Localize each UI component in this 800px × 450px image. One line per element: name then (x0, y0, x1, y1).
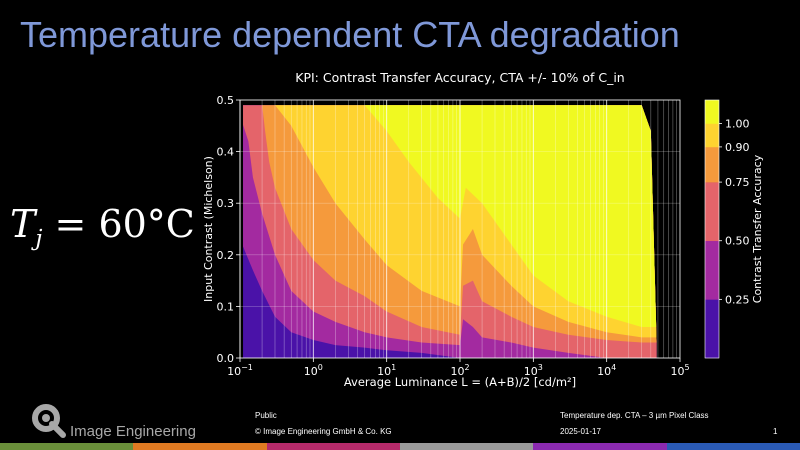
footer-copyright: © Image Engineering GmbH & Co. KG (255, 427, 392, 436)
colorbar-frame (704, 99, 720, 359)
contour-band-5 (364, 105, 657, 328)
formula-value: = 60°C (54, 202, 195, 246)
y-tick-label: 0.2 (217, 249, 235, 262)
footer-classification: Public (255, 411, 277, 420)
slide-title: Temperature dependent CTA degradation (20, 14, 680, 55)
colorbar-segment (705, 240, 719, 300)
colorbar-tick-label: 0.25 (725, 293, 750, 306)
colorbar-tick-label: 0.90 (725, 141, 750, 154)
x-tick-label: 104 (597, 363, 616, 378)
x-tick-label: 101 (377, 363, 396, 378)
footer-stripe (400, 443, 534, 450)
footer-stripe (0, 443, 134, 450)
colorbar-tick-label: 1.00 (725, 117, 750, 130)
x-tick-label: 102 (450, 363, 469, 378)
x-tick-label: 10−1 (227, 363, 253, 378)
colorbar-segment (705, 100, 719, 124)
x-tick-label: 105 (670, 363, 689, 378)
y-tick-label: 0.4 (217, 146, 235, 159)
colorbar-segment (705, 182, 719, 242)
image-engineering-logo-icon (32, 404, 66, 438)
y-axis-label: Input Contrast (Michelson) (202, 156, 215, 302)
colorbar-segment (705, 299, 719, 359)
x-tick-label: 103 (524, 363, 543, 378)
footer-date: 2025-01-17 (560, 427, 601, 436)
colorbar-segment (705, 146, 719, 183)
y-tick-label: 0.1 (217, 300, 235, 313)
y-tick-label: 0.3 (217, 197, 235, 210)
colorbar-label: Contrast Transfer Accuracy (751, 154, 764, 303)
colorbar-segment (705, 123, 719, 148)
footer-page-number: 1 (773, 427, 778, 436)
formula-symbol: T (10, 202, 36, 246)
footer-stripe (266, 443, 401, 450)
footer-stripe (133, 443, 268, 450)
y-tick-label: 0.5 (217, 94, 235, 107)
x-tick-label: 100 (304, 363, 323, 378)
x-axis-label: Average Luminance L = (A+B)/2 [cd/m²] (344, 375, 576, 389)
footer-stripe (666, 443, 800, 450)
junction-temperature-formula: Tj = 60°C (10, 202, 195, 252)
footer-document-title: Temperature dep. CTA – 3 µm Pixel Class (560, 411, 709, 420)
cta-contour-chart: 0.0 0.1 0.2 0.3 0.4 0.5 10−1 100 101 102 103 104 105… (202, 70, 764, 389)
brand-name: Image Engineering (70, 423, 196, 440)
colorbar-tick-label: 0.50 (725, 235, 750, 248)
colorbar-tick-label: 0.75 (725, 176, 750, 189)
chart-title: KPI: Contrast Transfer Accuracy, CTA +/-… (295, 70, 624, 85)
y-tick-label: 0.0 (217, 352, 235, 365)
formula-subscript: j (35, 225, 43, 252)
footer-stripe (533, 443, 668, 450)
